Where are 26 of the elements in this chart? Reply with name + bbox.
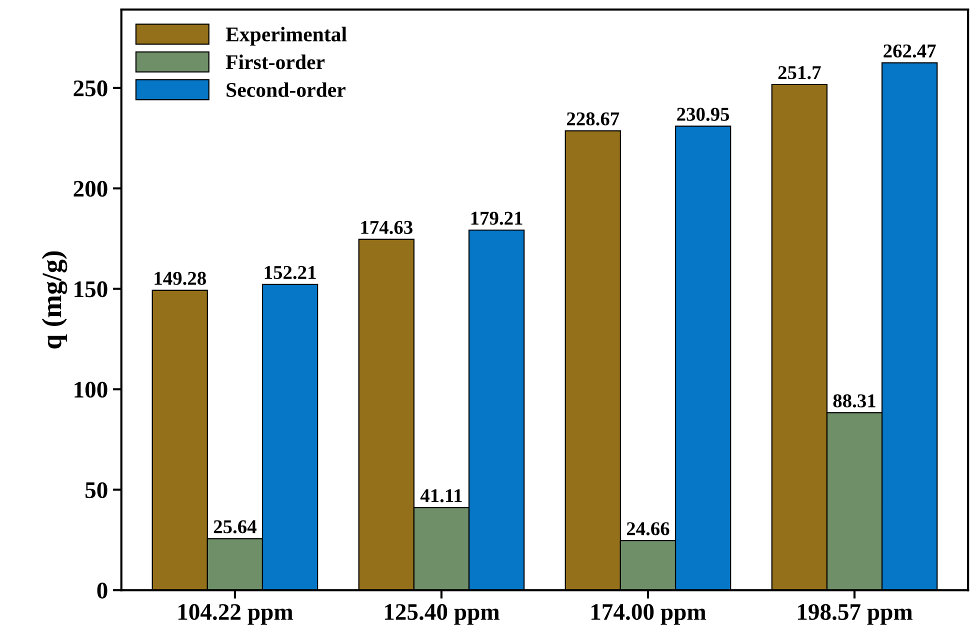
legend-label: First-order (226, 54, 325, 70)
data-label: 262.47 (884, 44, 936, 58)
x-tick-label: 198.57 ppm (798, 604, 912, 625)
data-label: 179.21 (471, 212, 522, 225)
data-label: 41.11 (420, 489, 462, 502)
y-tick-label: 200 (74, 180, 108, 197)
legend-label: Second-order (226, 82, 346, 97)
y-tick-label: 150 (74, 281, 108, 298)
y-tick-label: 50 (86, 482, 108, 498)
data-label: 174.63 (361, 220, 412, 234)
data-label: 24.66 (626, 522, 670, 536)
data-label: 149.28 (154, 272, 206, 286)
x-tick-label: 174.00 ppm (592, 604, 706, 625)
data-label: 251.7 (778, 66, 821, 80)
data-label: 25.64 (214, 520, 256, 534)
y-tick-label: 100 (74, 382, 108, 398)
y-axis-title: q (mg/g) (42, 251, 68, 348)
x-tick-label: 104.22 ppm (178, 604, 293, 625)
data-label: 152.21 (264, 266, 316, 280)
y-tick-label: 250 (74, 80, 108, 96)
legend-label: Experimental (226, 26, 347, 46)
data-label: 230.95 (677, 108, 730, 121)
y-tick-label: 0 (97, 582, 108, 599)
data-label: 228.67 (567, 112, 620, 126)
x-tick-label: 125.40 ppm (384, 604, 500, 625)
data-label: 88.31 (833, 394, 876, 408)
